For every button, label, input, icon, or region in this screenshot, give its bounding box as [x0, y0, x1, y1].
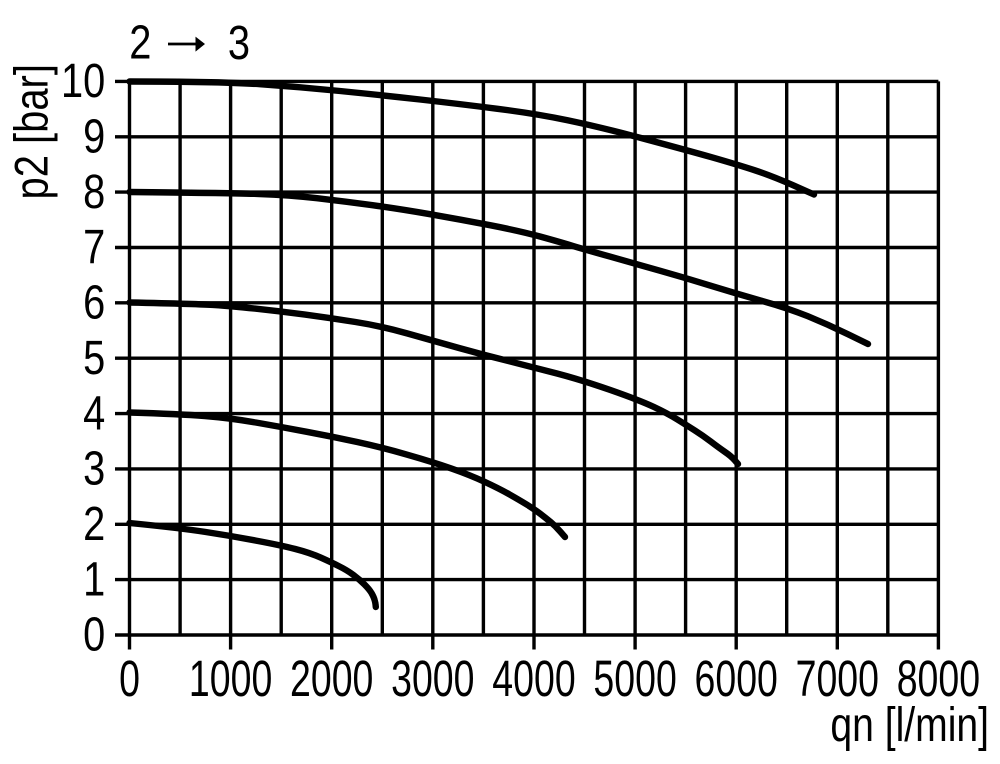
svg-text:1: 1 [83, 553, 105, 607]
svg-text:3000: 3000 [391, 650, 474, 707]
svg-text:4000: 4000 [492, 650, 575, 707]
svg-text:5000: 5000 [593, 650, 676, 707]
svg-text:6: 6 [83, 276, 105, 330]
svg-text:9: 9 [83, 110, 105, 164]
svg-text:6000: 6000 [695, 650, 778, 707]
svg-text:2000: 2000 [290, 650, 373, 707]
svg-text:7: 7 [83, 221, 105, 275]
svg-text:3: 3 [228, 16, 250, 69]
svg-text:0: 0 [83, 608, 105, 662]
svg-text:8: 8 [83, 165, 105, 219]
svg-text:2: 2 [83, 497, 105, 551]
svg-text:10: 10 [61, 54, 105, 108]
svg-text:0: 0 [119, 650, 140, 707]
svg-text:1000: 1000 [189, 650, 272, 707]
svg-text:7000: 7000 [796, 650, 879, 707]
svg-text:2: 2 [129, 16, 151, 69]
svg-text:p2 [bar]: p2 [bar] [7, 64, 59, 199]
svg-text:qn [l/min]: qn [l/min] [830, 698, 989, 752]
svg-text:3: 3 [83, 442, 105, 496]
svg-text:8000: 8000 [897, 650, 980, 707]
svg-text:4: 4 [83, 387, 105, 441]
svg-text:5: 5 [83, 331, 105, 385]
